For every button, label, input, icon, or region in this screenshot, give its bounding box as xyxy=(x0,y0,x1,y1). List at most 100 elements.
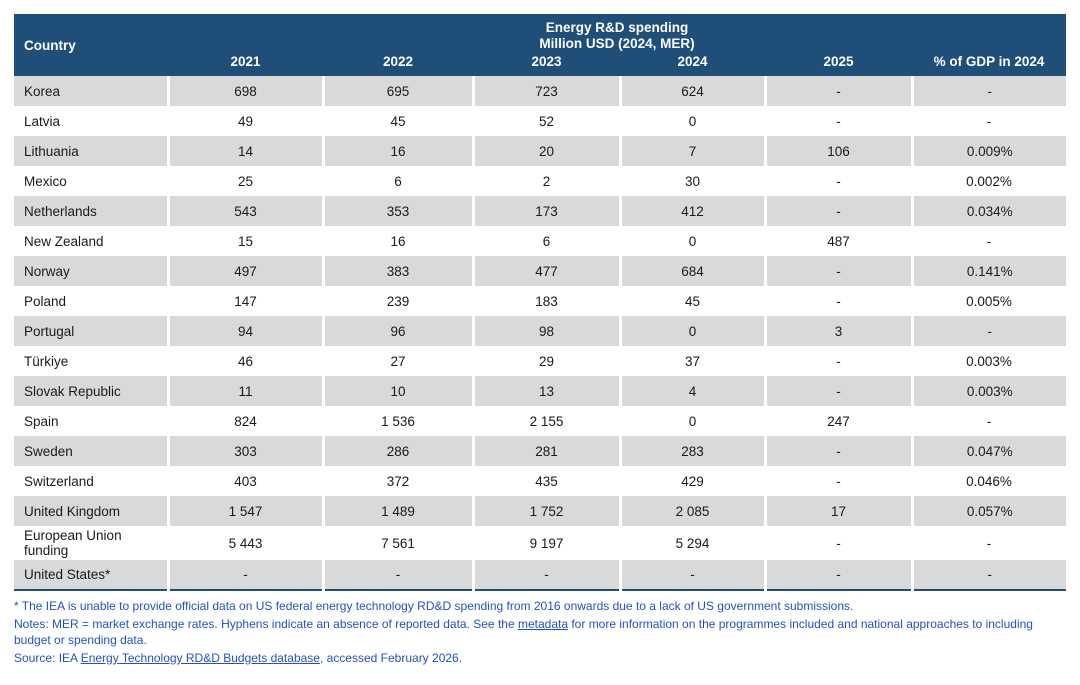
value-cell: - xyxy=(765,166,912,196)
value-cell: 49 xyxy=(168,106,323,136)
value-cell: 281 xyxy=(471,436,620,466)
country-cell: New Zealand xyxy=(14,226,168,256)
value-cell: - xyxy=(763,196,912,226)
value-cell: 286 xyxy=(321,436,473,466)
value-cell: - xyxy=(166,560,323,590)
year-column-header: 2024 xyxy=(620,52,765,76)
value-cell: - xyxy=(618,560,765,590)
footnote-us-asterisk-text: * The IEA is unable to provide official … xyxy=(14,599,854,613)
country-cell: Latvia xyxy=(14,106,168,136)
value-cell: 303 xyxy=(166,436,323,466)
value-cell: 98 xyxy=(471,316,620,346)
value-cell: 1 547 xyxy=(166,496,323,526)
country-cell: Türkiye xyxy=(14,346,168,376)
value-cell: 14 xyxy=(166,136,323,166)
table-row: Sweden 303 286 281 283-0.047% xyxy=(14,436,1067,466)
value-cell: 13 xyxy=(471,376,620,406)
footnote-notes-text-after: for more information on the programmes i… xyxy=(14,616,1033,648)
value-cell: 487 xyxy=(765,226,912,256)
value-cell: 283 xyxy=(618,436,765,466)
value-cell: 1 752 xyxy=(471,496,620,526)
value-cell: 0 xyxy=(620,106,765,136)
table-row: Mexico 25 6 2 30-0.002% xyxy=(14,166,1067,196)
value-cell: 372 xyxy=(323,466,473,496)
value-cell: 9 197 xyxy=(473,526,620,560)
value-cell: 2 085 xyxy=(618,496,765,526)
table-row: Portugal 94 96 98 0 3- xyxy=(14,316,1067,346)
value-cell: - xyxy=(763,436,912,466)
value-cell: 45 xyxy=(620,286,765,316)
footnote-us-asterisk: * The IEA is unable to provide official … xyxy=(14,598,1066,615)
value-cell: 0.057% xyxy=(910,496,1067,526)
value-cell: 3 xyxy=(763,316,912,346)
country-column-header: Country xyxy=(14,14,168,76)
value-cell: - xyxy=(910,316,1067,346)
country-cell: Sweden xyxy=(14,436,168,466)
value-cell: 239 xyxy=(323,286,473,316)
value-cell: - xyxy=(763,376,912,406)
value-cell: - xyxy=(765,286,912,316)
value-cell: 7 xyxy=(618,136,765,166)
country-cell: Slovak Republic xyxy=(14,376,168,406)
year-column-header: 2025 xyxy=(765,52,912,76)
country-cell: European Union funding xyxy=(14,526,168,560)
value-cell: 5 443 xyxy=(168,526,323,560)
value-cell: 723 xyxy=(471,76,620,106)
year-column-header: 2021 xyxy=(168,52,323,76)
value-cell: 45 xyxy=(323,106,473,136)
energy-rdd-table: Country Energy R&D spending Million USD … xyxy=(14,14,1067,591)
table-row: New Zealand 15 16 6 0 487- xyxy=(14,226,1067,256)
value-cell: 16 xyxy=(321,136,473,166)
value-cell: 7 561 xyxy=(323,526,473,560)
value-cell: 2 155 xyxy=(473,406,620,436)
table-row: Norway 497 383 477 684-0.141% xyxy=(14,256,1067,286)
value-cell: 94 xyxy=(166,316,323,346)
country-cell: Switzerland xyxy=(14,466,168,496)
value-cell: - xyxy=(321,560,473,590)
table-body: Korea 698 695 723 624- - Latvia 49 45 52 0- - Lithua… xyxy=(14,76,1067,590)
value-cell: 27 xyxy=(323,346,473,376)
table-title: Energy R&D spending Million USD (2024, M… xyxy=(168,14,1067,52)
value-cell: 183 xyxy=(473,286,620,316)
footnote-notes-text-before: Notes: MER = market exchange rates. Hyph… xyxy=(14,616,518,631)
value-cell: 0 xyxy=(620,226,765,256)
table-row: Türkiye 46 27 29 37-0.003% xyxy=(14,346,1067,376)
value-cell: 173 xyxy=(471,196,620,226)
country-cell: Mexico xyxy=(14,166,168,196)
country-cell: Lithuania xyxy=(14,136,168,166)
value-cell: - xyxy=(763,256,912,286)
value-cell: - xyxy=(910,560,1067,590)
value-cell: - xyxy=(912,526,1067,560)
value-cell: 412 xyxy=(618,196,765,226)
value-cell: 0.003% xyxy=(910,376,1067,406)
value-cell: 429 xyxy=(620,466,765,496)
value-cell: - xyxy=(912,226,1067,256)
value-cell: 20 xyxy=(471,136,620,166)
metadata-link[interactable]: metadata xyxy=(517,616,569,631)
country-cell: United Kingdom xyxy=(14,496,168,526)
value-cell: - xyxy=(471,560,620,590)
value-cell: 46 xyxy=(168,346,323,376)
table-row: Korea 698 695 723 624- - xyxy=(14,76,1067,106)
table-row: European Union funding 5 443 7 561 9 197 5 2… xyxy=(14,526,1067,560)
country-cell: Korea xyxy=(14,76,168,106)
country-cell: Spain xyxy=(14,406,168,436)
value-cell: 684 xyxy=(618,256,765,286)
value-cell: 0.003% xyxy=(912,346,1067,376)
value-cell: - xyxy=(763,76,912,106)
table-title-line1: Energy R&D spending xyxy=(545,20,689,35)
value-cell: 695 xyxy=(321,76,473,106)
value-cell: 0.141% xyxy=(910,256,1067,286)
value-cell: 0 xyxy=(618,316,765,346)
value-cell: 435 xyxy=(473,466,620,496)
year-column-header: 2022 xyxy=(323,52,473,76)
value-cell: 824 xyxy=(168,406,323,436)
value-cell: 17 xyxy=(763,496,912,526)
country-cell: Netherlands xyxy=(14,196,168,226)
table-row: Netherlands 543 353 173 412-0.034% xyxy=(14,196,1067,226)
database-link[interactable]: Energy Technology RD&D Budgets database xyxy=(80,650,320,665)
footnote-source-text-after: , accessed February 2026. xyxy=(319,650,463,665)
value-cell: - xyxy=(912,406,1067,436)
value-cell: 0.046% xyxy=(912,466,1067,496)
